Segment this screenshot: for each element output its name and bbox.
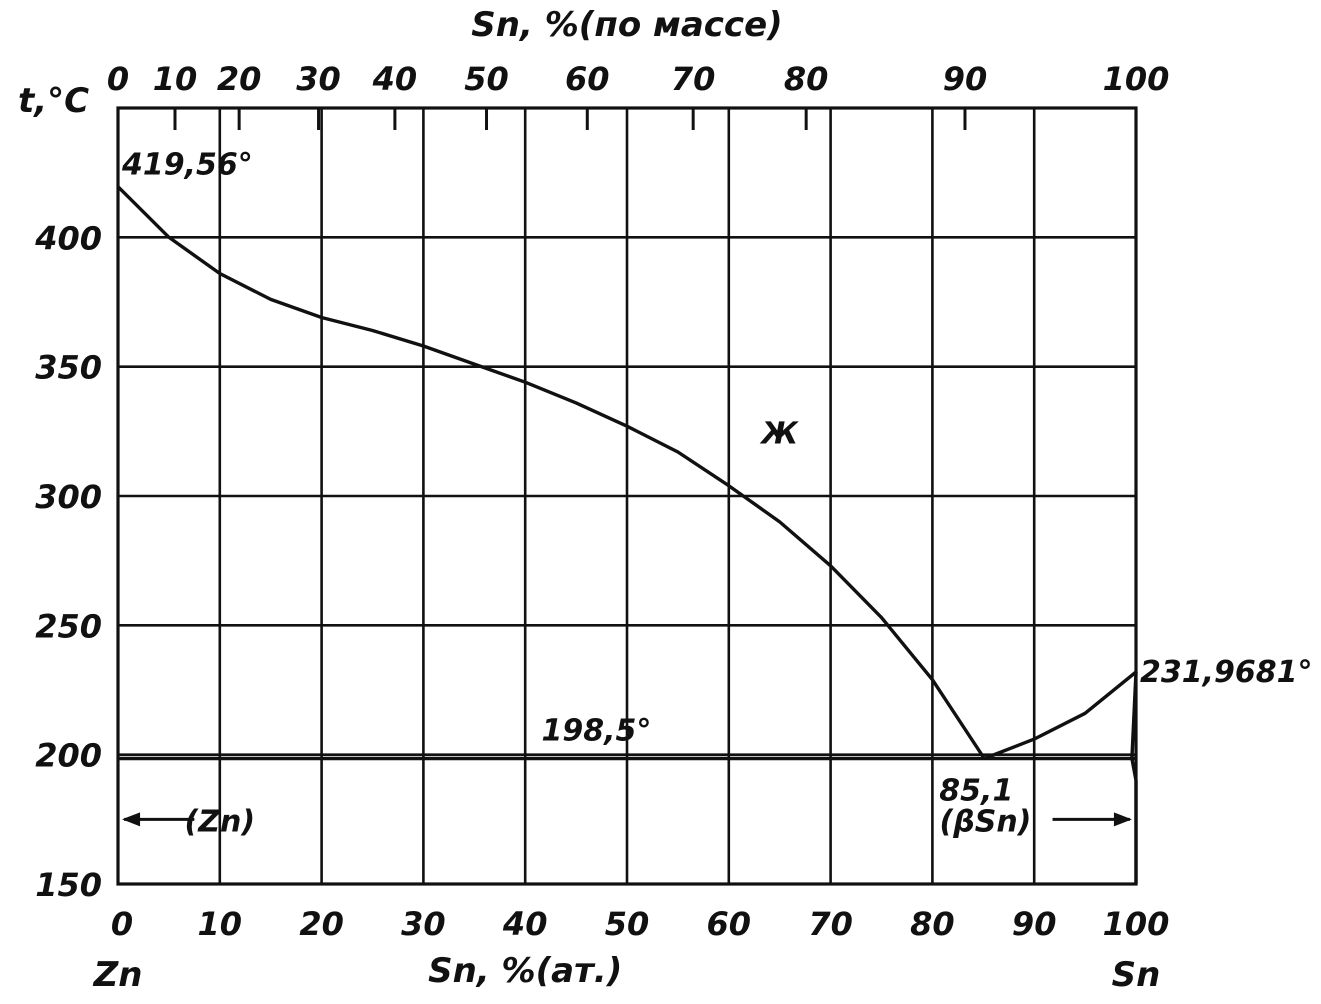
top-tick-label-50: 50 (464, 60, 509, 98)
bottom-right-end-label: Sn (1112, 955, 1161, 995)
annotation-1: 231,9681° (1140, 655, 1313, 690)
top-tick-label-0: 0 (107, 60, 129, 98)
bottom-tick-label-50: 50 (605, 905, 650, 943)
labels: 0 10 20 30 40 50 60 70 80 90 100 Sn, %(по массе) 0 10… (18, 5, 1313, 995)
top-tick-label-80: 80 (784, 60, 829, 98)
bottom-tick-label-60: 60 (707, 905, 752, 943)
zn-arrow-head (122, 812, 141, 827)
annotation-3: 85,1 (939, 774, 1013, 809)
y-tick-label-350: 350 (35, 349, 102, 387)
curve-1 (983, 670, 1138, 761)
y-tick-label-200: 200 (35, 737, 102, 775)
top-tick-label-30: 30 (296, 60, 341, 98)
curve-0 (116, 185, 986, 760)
y-tick-label-400: 400 (34, 219, 102, 257)
sn-arrow-head (1113, 812, 1132, 827)
bottom-tick-label-20: 20 (299, 905, 344, 943)
annotation-4: (βSn) (940, 804, 1032, 839)
top-tick-label-40: 40 (372, 60, 418, 98)
y-tick-label-250: 250 (35, 607, 102, 645)
bottom-tick-label-100: 100 (1103, 905, 1170, 943)
annotation-2: 198,5° (542, 714, 652, 749)
top-tick-label-10: 10 (153, 60, 198, 98)
curves (116, 185, 1138, 884)
top-tick-label-90: 90 (943, 60, 988, 98)
bottom-tick-label-40: 40 (502, 905, 548, 943)
bottom-tick-label-90: 90 (1012, 905, 1057, 943)
bottom-tick-label-10: 10 (198, 905, 243, 943)
bottom-tick-label-80: 80 (910, 905, 955, 943)
annotation-0: 419,56° (121, 148, 253, 183)
top-tick-label-60: 60 (565, 60, 610, 98)
bottom-tick-label-70: 70 (808, 905, 853, 943)
y-tick-label-150: 150 (35, 866, 102, 904)
plot-border (116, 106, 1138, 886)
annotation-6: Ж (759, 416, 799, 451)
bottom-left-end-label: Zn (93, 955, 143, 995)
bottom-axis-title: Sn, %(ат.) (428, 951, 622, 991)
annotation-5: (Zn) (185, 804, 256, 839)
top-tick-label-100: 100 (1103, 60, 1170, 98)
arrows (122, 812, 1132, 827)
top-tick-label-70: 70 (671, 60, 716, 98)
y-tick-label-300: 300 (35, 478, 102, 516)
bottom-tick-label-0: 0 (111, 905, 133, 943)
top-axis-title: Sn, %(по массе) (471, 5, 782, 45)
curve-3 (1130, 671, 1138, 884)
bottom-tick-label-30: 30 (401, 905, 446, 943)
grid (116, 108, 1138, 886)
top-tick-label-20: 20 (217, 60, 262, 98)
y-axis-title: t,°C (18, 81, 89, 121)
plot-frame (116, 106, 1138, 886)
